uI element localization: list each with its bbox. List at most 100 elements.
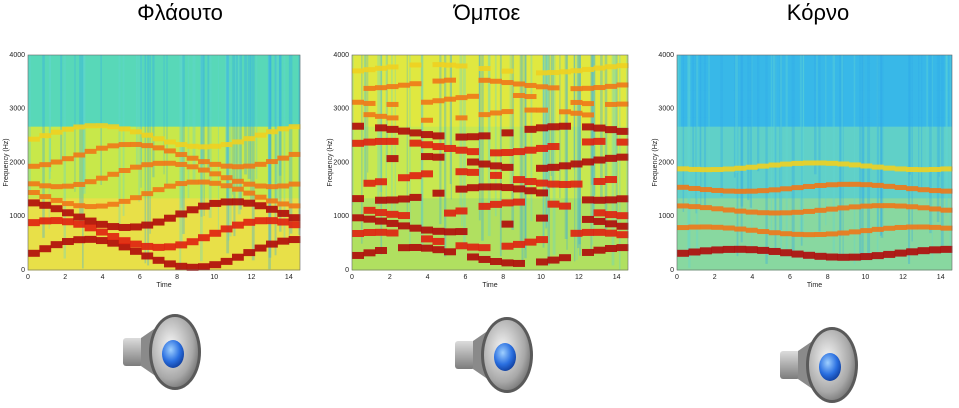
- harmonic: [547, 200, 560, 208]
- spectrogram-cell: [28, 198, 300, 208]
- harmonic: [352, 251, 364, 259]
- spectrogram-cell: [677, 108, 952, 119]
- harmonic: [906, 248, 919, 256]
- harmonic: [73, 181, 86, 187]
- y-tick-label: 0: [670, 267, 674, 274]
- spectrogram-cell: [509, 55, 511, 185]
- harmonic: [711, 167, 724, 173]
- x-tick-label: 6: [138, 274, 142, 281]
- harmonic: [768, 187, 781, 193]
- harmonic: [398, 195, 410, 203]
- harmonic: [152, 187, 165, 193]
- x-tick-label: 10: [210, 274, 218, 281]
- x-axis-label: Time: [482, 282, 497, 289]
- harmonic: [96, 203, 108, 209]
- harmonic: [745, 209, 758, 215]
- harmonic: [825, 206, 838, 212]
- harmonic: [28, 181, 40, 187]
- spectrogram-cell: [49, 55, 51, 180]
- spectrogram-cell: [677, 261, 952, 271]
- harmonic: [386, 219, 399, 227]
- harmonic: [432, 189, 445, 197]
- harmonic: [152, 136, 165, 142]
- harmonic: [570, 229, 583, 237]
- harmonic: [363, 100, 376, 106]
- spectrogram-cell: [677, 55, 952, 65]
- harmonic: [757, 188, 770, 194]
- harmonic: [501, 199, 514, 207]
- spectrogram-cell: [140, 55, 142, 188]
- harmonic: [825, 253, 838, 261]
- spectrogram-cell: [547, 55, 550, 266]
- speaker-icon[interactable]: [123, 314, 201, 390]
- harmonic: [141, 132, 154, 138]
- spectrogram-cell: [28, 225, 300, 235]
- harmonic: [582, 85, 594, 91]
- harmonic: [605, 176, 617, 184]
- x-tick-label: 8: [175, 274, 179, 281]
- harmonic: [803, 183, 815, 189]
- spectrogram-cell: [481, 55, 484, 241]
- harmonic: [455, 146, 468, 154]
- spectrogram-cell: [352, 144, 628, 155]
- harmonic: [605, 245, 617, 253]
- harmonic: [152, 243, 165, 251]
- spectrogram-cell: [247, 55, 251, 179]
- harmonic: [375, 228, 387, 236]
- spectrogram-cell: [187, 55, 190, 199]
- spectrogram-cell: [677, 198, 952, 208]
- spectrogram-cell: [692, 55, 695, 170]
- harmonic: [536, 70, 548, 76]
- y-tick-label: 2000: [658, 159, 674, 166]
- spectrogram-cell: [747, 55, 750, 201]
- harmonic: [39, 245, 52, 253]
- y-tick-label: 1000: [9, 213, 25, 220]
- spectrogram-cell: [832, 55, 836, 253]
- spectrogram-cell: [28, 90, 300, 101]
- harmonic: [232, 253, 244, 261]
- spectrogram-cell: [740, 55, 744, 207]
- harmonic: [501, 242, 514, 250]
- harmonic: [363, 215, 376, 223]
- harmonic: [363, 85, 376, 91]
- harmonic: [186, 263, 199, 271]
- harmonic: [940, 207, 953, 213]
- harmonic: [141, 221, 154, 229]
- harmonic: [722, 207, 735, 213]
- harmonic: [513, 176, 525, 184]
- harmonic: [73, 236, 86, 244]
- spectrogram-cell: [530, 55, 533, 222]
- spectrogram-cell: [779, 55, 783, 231]
- harmonic: [73, 124, 86, 130]
- y-tick-label: 0: [345, 267, 349, 274]
- harmonic: [118, 167, 131, 173]
- harmonic: [582, 215, 594, 223]
- harmonic: [164, 183, 176, 189]
- spectrogram-cell: [940, 55, 944, 246]
- harmonic: [254, 194, 267, 200]
- harmonic: [96, 220, 108, 228]
- harmonic: [352, 68, 364, 74]
- y-tick-label: 2000: [9, 159, 25, 166]
- harmonic: [398, 127, 410, 135]
- harmonic: [243, 199, 256, 207]
- harmonic: [209, 143, 222, 149]
- spectrogram-cell: [677, 63, 952, 74]
- harmonic: [547, 180, 560, 188]
- harmonic: [490, 149, 502, 157]
- spectrogram-cell: [876, 55, 879, 255]
- spectrogram-cell: [200, 55, 203, 217]
- speaker-icon[interactable]: [455, 317, 533, 393]
- harmonic: [699, 167, 712, 173]
- harmonic: [118, 237, 131, 245]
- spectrogram-cell: [920, 55, 923, 188]
- harmonic: [616, 244, 629, 252]
- harmonic: [848, 253, 861, 261]
- harmonic: [386, 155, 399, 163]
- harmonic: [524, 107, 537, 113]
- speaker-icon[interactable]: [780, 327, 858, 403]
- spectrogram-cell: [929, 55, 932, 234]
- harmonic: [582, 158, 594, 166]
- spectrogram-cell: [551, 55, 554, 189]
- harmonic: [582, 138, 594, 146]
